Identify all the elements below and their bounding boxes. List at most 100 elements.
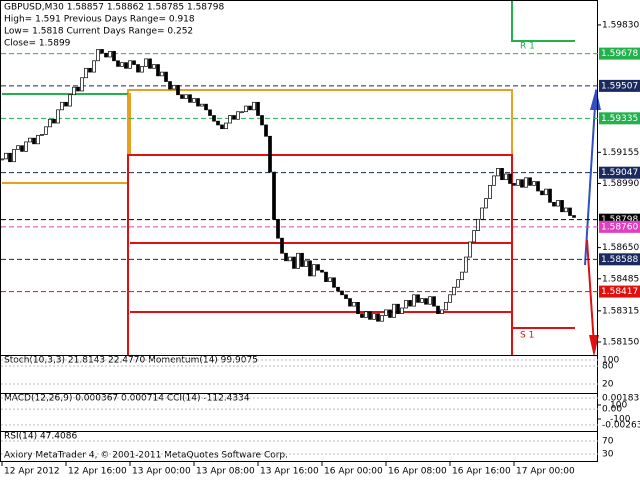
candle — [0, 158, 4, 161]
x-tick-label: 12 Apr 16:00 — [68, 467, 127, 477]
candle — [272, 171, 276, 220]
candle — [480, 207, 484, 220]
candle — [84, 67, 88, 79]
candle — [308, 260, 312, 277]
level-box — [599, 285, 640, 298]
panel-tick-label: 70 — [602, 436, 614, 446]
candle — [412, 294, 416, 307]
arrow — [584, 89, 597, 266]
candle — [552, 201, 556, 207]
candle — [520, 179, 524, 188]
candle — [420, 298, 424, 303]
candle — [120, 62, 124, 67]
candle — [68, 94, 72, 107]
candle — [560, 200, 564, 213]
arrow-head — [590, 88, 601, 110]
candle — [76, 86, 80, 92]
candle — [232, 115, 236, 120]
candle — [492, 175, 496, 186]
candle — [32, 137, 36, 145]
candle — [500, 167, 504, 181]
candle — [132, 60, 136, 65]
candle — [508, 173, 512, 184]
candle — [472, 230, 476, 243]
candle — [376, 313, 380, 322]
candle — [436, 305, 440, 315]
candle — [528, 177, 532, 186]
candle — [228, 115, 232, 124]
candle — [400, 307, 404, 315]
candle — [220, 124, 224, 130]
candle — [496, 167, 500, 177]
candle — [516, 179, 520, 186]
y-tick-label: 1.58315 — [602, 306, 639, 316]
candle — [484, 198, 488, 209]
candle — [116, 60, 120, 67]
candle — [524, 177, 528, 188]
level-box — [599, 112, 640, 125]
level-label: 1.59047 — [601, 168, 638, 178]
level-box — [599, 79, 640, 92]
candle — [48, 118, 52, 128]
x-tick-label: 13 Apr 00:00 — [132, 467, 191, 477]
panel-tick-label: 0.00183 — [602, 394, 639, 404]
candle — [96, 49, 100, 62]
candle — [24, 141, 28, 152]
candle — [504, 173, 508, 181]
candle — [540, 190, 544, 196]
candle — [432, 296, 436, 307]
candle — [388, 309, 392, 318]
candle — [544, 188, 548, 196]
panel-label: RSI(14) 47.4086 — [4, 432, 77, 442]
x-tick-label: 17 Apr 00:00 — [516, 467, 575, 477]
candle — [348, 298, 352, 307]
candle — [200, 103, 204, 107]
candle — [316, 264, 320, 271]
candle — [564, 207, 568, 213]
y-tick-label: 1.58485 — [602, 274, 639, 284]
level-label: 1.58588 — [601, 255, 638, 265]
candle — [312, 264, 316, 277]
panel-tick-label: 20 — [602, 380, 614, 390]
candle — [252, 101, 256, 111]
candle — [260, 115, 264, 126]
candle — [88, 67, 92, 73]
candle — [368, 311, 372, 320]
candle — [476, 218, 480, 231]
candle — [324, 271, 328, 282]
candle — [268, 135, 272, 173]
candle — [372, 313, 376, 320]
candle — [556, 200, 560, 207]
candle — [92, 60, 96, 73]
x-tick-label: 16 Apr 08:00 — [388, 467, 447, 477]
candle — [52, 118, 56, 124]
panel-tick-label: -0.00263 — [602, 420, 640, 430]
r1-line — [511, 0, 575, 42]
candle — [536, 181, 540, 192]
candle — [256, 101, 260, 116]
candle — [72, 86, 76, 96]
candle — [248, 105, 252, 111]
candle — [336, 286, 340, 292]
candle — [164, 71, 168, 82]
y-tick-label: 1.58150 — [602, 337, 639, 347]
candle — [320, 269, 324, 273]
candle — [356, 301, 360, 315]
candle — [488, 184, 492, 199]
candle — [448, 294, 452, 303]
level-label: 1.58798 — [601, 215, 638, 225]
annotation: R 1 — [520, 42, 535, 52]
candle — [468, 241, 472, 258]
candle — [408, 300, 412, 307]
candle — [460, 271, 464, 281]
candle — [44, 126, 48, 135]
candle — [404, 300, 408, 309]
candle — [12, 149, 16, 163]
candle — [40, 134, 44, 136]
candle — [192, 98, 196, 103]
candle — [340, 290, 344, 296]
header: Close= 1.5899 — [4, 39, 71, 49]
candle — [140, 66, 144, 73]
candle — [152, 64, 156, 69]
